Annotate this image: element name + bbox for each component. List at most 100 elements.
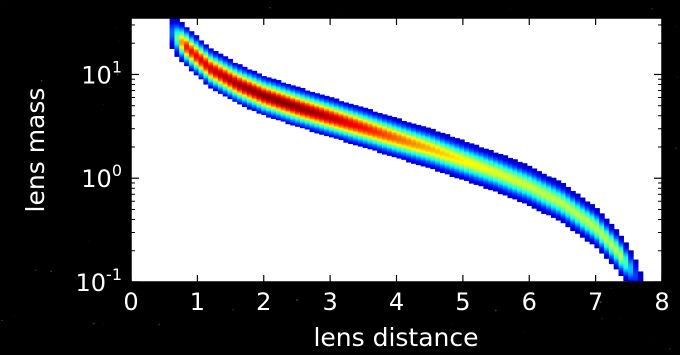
- star: [116, 27, 117, 28]
- heatmap-cell: [348, 104, 353, 106]
- y-tick-label: 101: [81, 57, 122, 89]
- heatmap-cell: [271, 79, 276, 81]
- heatmap-cell: [290, 85, 295, 87]
- heatmap-cell: [295, 87, 300, 89]
- star: [103, 324, 104, 325]
- heatmap-cell: [416, 125, 421, 127]
- x-tick-label: 4: [389, 288, 404, 316]
- heatmap-cell: [517, 162, 522, 164]
- heatmap-cell: [377, 113, 382, 115]
- heatmap-cell: [372, 112, 377, 114]
- heatmap-cell: [305, 91, 310, 93]
- heatmap-cell: [503, 155, 508, 157]
- x-tick-label: 6: [522, 288, 537, 316]
- heatmap-cell: [479, 147, 484, 149]
- heatmap-cell: [184, 27, 189, 29]
- star: [50, 270, 52, 272]
- heatmap-cell: [440, 133, 445, 135]
- heatmap-cell: [633, 260, 638, 262]
- heatmap-cell: [580, 198, 585, 200]
- heatmap-cell: [218, 54, 223, 56]
- star: [14, 316, 15, 317]
- x-tick-label: 5: [455, 288, 470, 316]
- heatmap-cell: [276, 80, 281, 82]
- heatmap-cell: [628, 250, 633, 252]
- heatmap-cell: [459, 139, 464, 141]
- heatmap-cell: [565, 187, 570, 189]
- heatmap-cell: [551, 178, 556, 180]
- heatmap-cell: [469, 143, 474, 145]
- heatmap-cell: [454, 138, 459, 140]
- heatmap-cell: [604, 219, 609, 221]
- heatmap-cell: [339, 101, 344, 103]
- heatmap-cell: [623, 242, 628, 244]
- heatmap-cell: [300, 88, 305, 90]
- heatmap-cell: [319, 95, 324, 97]
- x-tick-label: 8: [654, 288, 669, 316]
- heatmap-cell: [353, 105, 358, 107]
- heatmap-cell: [310, 92, 315, 94]
- x-tick-label: 3: [322, 288, 337, 316]
- heatmap-cell: [329, 97, 334, 99]
- heatmap-cell: [609, 224, 614, 226]
- heatmap-cell: [493, 153, 498, 155]
- heatmap-cell: [445, 134, 450, 136]
- heatmap-cell: [324, 96, 329, 98]
- star: [669, 348, 670, 349]
- star: [339, 11, 340, 12]
- star: [232, 309, 234, 311]
- heatmap-cell: [237, 64, 242, 66]
- heatmap-cell: [228, 59, 233, 61]
- heatmap-cell: [483, 149, 488, 151]
- heatmap-cell: [392, 117, 397, 119]
- x-tick-label: 1: [190, 288, 205, 316]
- star: [35, 269, 37, 271]
- heatmap-cell: [498, 154, 503, 156]
- star: [524, 331, 525, 332]
- star: [2, 2, 3, 3]
- x-tick-label: 0: [123, 288, 138, 316]
- star: [496, 308, 497, 309]
- heatmap-cell: [334, 99, 339, 101]
- star: [93, 323, 95, 325]
- star: [611, 288, 612, 289]
- y-tick-label: 10-1: [76, 265, 123, 297]
- heatmap-cell: [343, 102, 348, 104]
- heatmap-cell: [464, 142, 469, 144]
- heatmap-cell: [314, 93, 319, 95]
- heatmap-cell: [638, 271, 643, 273]
- star: [31, 215, 32, 216]
- heatmap-cell: [199, 40, 204, 42]
- heatmap-cell: [252, 71, 257, 73]
- heatmap-cell: [425, 128, 430, 130]
- star: [54, 38, 55, 39]
- heatmap-cell: [411, 124, 416, 126]
- heatmap-cell: [575, 194, 580, 196]
- star: [677, 76, 678, 77]
- heatmap-cell: [421, 126, 426, 128]
- star: [627, 283, 628, 284]
- heatmap-cell: [512, 159, 517, 161]
- star: [158, 323, 160, 325]
- star: [620, 318, 621, 319]
- heatmap-cell: [266, 77, 271, 79]
- heatmap-cell: [208, 48, 213, 50]
- heatmap-cell: [522, 163, 527, 165]
- heatmap-cell: [382, 114, 387, 116]
- heatmap-cell: [488, 150, 493, 152]
- star: [269, 7, 271, 9]
- heatmap-cell: [508, 158, 513, 160]
- heatmap-cell: [556, 180, 561, 182]
- heatmap-cell: [570, 191, 575, 193]
- heatmap-cell: [541, 174, 546, 176]
- heatmap-cell: [247, 69, 252, 71]
- heatmap-cell: [532, 168, 537, 170]
- heatmap-cell: [179, 22, 184, 24]
- heatmap-cell: [194, 35, 199, 37]
- heatmap-cell: [619, 236, 624, 238]
- heatmap-cell: [406, 122, 411, 124]
- heatmap-cell: [397, 118, 402, 120]
